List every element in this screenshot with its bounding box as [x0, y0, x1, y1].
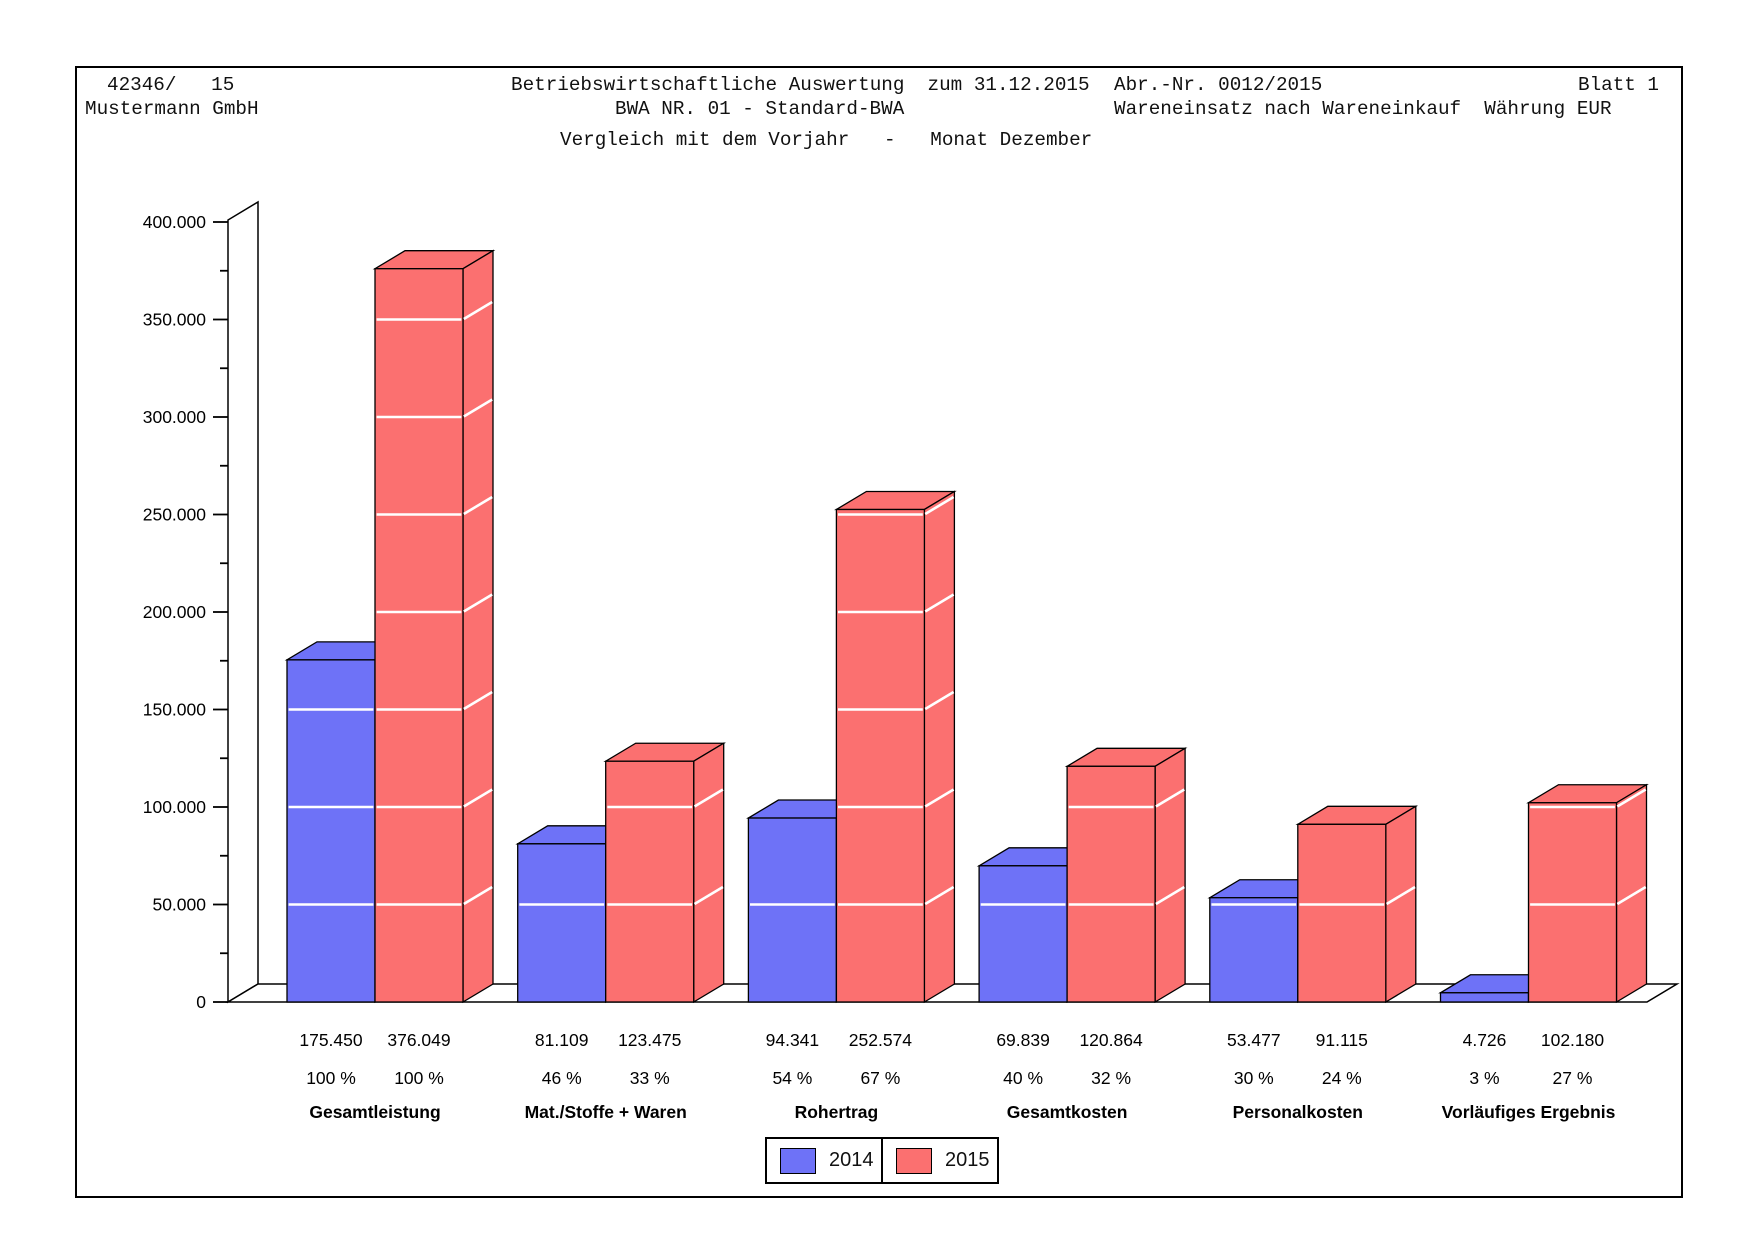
bar-2015-group1-gridline-side [693, 788, 724, 808]
y-tick-label: 300.000 [143, 407, 207, 427]
percent-label-2014-group4: 30 % [1234, 1068, 1274, 1088]
percent-label-2015-group0: 100 % [394, 1068, 444, 1088]
bar-2015-group2-gridline-side [924, 690, 955, 711]
bar-2015-group3-gridline-side [1155, 885, 1185, 906]
bar-2014-group1-front-face [517, 843, 607, 1003]
bar-2014-group4-front-face [1209, 897, 1299, 1003]
bar-2015-group4-side-face [1385, 805, 1417, 1004]
bar-2015-group3-gridline-side [1155, 788, 1185, 808]
legend-label-2015: 2015 [945, 1149, 990, 1171]
percent-label-2015-group1: 33 % [630, 1068, 670, 1088]
report-title: Betriebswirtschaftliche Auswertung zum 3… [511, 74, 1090, 96]
category-label-0: Gesamtleistung [309, 1102, 440, 1122]
percent-label-2015-group3: 32 % [1091, 1068, 1131, 1088]
value-label-2014-group4: 53.477 [1227, 1030, 1281, 1050]
bar-2015-group2-side-face [923, 490, 956, 1004]
bar-2015-group2-gridline-side [924, 885, 955, 906]
legend-swatch-2014 [780, 1147, 816, 1174]
bar-2015-group0-gridline-side [463, 398, 493, 418]
bar-2014-group0-front-face [286, 659, 376, 1003]
y-axis-wall [227, 200, 259, 1004]
bar-2015-group1-front-face [605, 760, 695, 1003]
value-label-2014-group2: 94.341 [766, 1030, 820, 1050]
bar-2015-group5-front-face [1527, 802, 1618, 1003]
y-tick-label: 50.000 [152, 895, 206, 915]
category-label-3: Gesamtkosten [1007, 1102, 1128, 1122]
bar-2015-group0-gridline-side [463, 788, 493, 808]
percent-label-2014-group5: 3 % [1469, 1068, 1499, 1088]
bar-2015-group3-side-face [1154, 747, 1186, 1004]
bar-2015-group2-front-face [835, 508, 926, 1003]
value-label-2015-group2: 252.574 [849, 1030, 913, 1050]
percent-label-2015-group4: 24 % [1322, 1068, 1362, 1088]
legend-swatch-2015 [896, 1147, 932, 1174]
bar-2014-group3-front-face [978, 865, 1068, 1003]
sheet-number: Blatt 1 [1578, 74, 1659, 96]
category-label-5: Vorläufiges Ergebnis [1442, 1102, 1616, 1122]
legend-item-2014: 2014 [765, 1137, 883, 1184]
percent-label-2015-group5: 27 % [1553, 1068, 1593, 1088]
bar-2015-group1-gridline-side [693, 885, 724, 906]
bar-2015-group0-gridline-side [463, 300, 493, 321]
category-label-2: Rohertrag [795, 1102, 879, 1122]
y-tick-label: 150.000 [143, 700, 207, 720]
value-label-2015-group4: 91.115 [1316, 1030, 1368, 1050]
value-label-2015-group0: 376.049 [387, 1030, 450, 1050]
percent-label-2014-group0: 100 % [306, 1068, 356, 1088]
value-label-2015-group5: 102.180 [1541, 1030, 1605, 1050]
bar-2015-group5-gridline-side [1616, 788, 1647, 808]
percent-label-2014-group1: 46 % [542, 1068, 582, 1088]
legend-label-2014: 2014 [829, 1149, 874, 1171]
y-tick-label: 250.000 [143, 505, 207, 525]
bar-2015-group4-gridline-side [1385, 885, 1416, 906]
value-label-2014-group0: 175.450 [299, 1030, 363, 1050]
bar-2015-group2-gridline-side [924, 788, 955, 808]
bar-2015-group0-gridline-side [463, 495, 493, 516]
bar-2014-group2-front-face [747, 817, 838, 1003]
bar-2015-group4-front-face [1297, 823, 1387, 1003]
bar-2015-group0-gridline-side [463, 885, 493, 906]
value-label-2014-group5: 4.726 [1463, 1030, 1507, 1050]
value-label-2015-group1: 123.475 [618, 1030, 681, 1050]
bar-2015-group0-gridline-side [463, 593, 493, 613]
y-tick-label: 200.000 [143, 602, 207, 622]
bwa-type: BWA NR. 01 - Standard-BWA [615, 98, 905, 120]
category-label-1: Mat./Stoffe + Waren [525, 1102, 687, 1122]
legend-item-2015: 2015 [881, 1137, 999, 1184]
bar-2015-group0-gridline-side [463, 690, 493, 711]
doc-number: 42346/ 15 [107, 74, 235, 96]
y-tick-label: 350.000 [143, 310, 207, 330]
bar-2015-group5-gridline-side [1616, 885, 1647, 906]
bar-2015-group2-gridline-side [924, 593, 955, 613]
y-tick-label: 0 [196, 992, 206, 1012]
bar-2014-group5-front-face [1439, 992, 1530, 1003]
bar-2015-group0-front-face [374, 268, 464, 1003]
y-tick-label: 100.000 [143, 797, 207, 817]
bar-2015-group2-gridline-side [924, 495, 955, 516]
bar-2015-group5-side-face [1615, 783, 1648, 1004]
bar-2015-group3-front-face [1066, 765, 1156, 1003]
waren-currency: Wareneinsatz nach Wareneinkauf Währung E… [1114, 98, 1612, 120]
percent-label-2014-group3: 40 % [1003, 1068, 1043, 1088]
company-name: Mustermann GmbH [85, 98, 259, 120]
y-tick-label: 400.000 [143, 212, 207, 232]
bar-2015-group1-side-face [693, 742, 725, 1004]
chart-legend: 2014 2015 [765, 1137, 999, 1184]
value-label-2014-group3: 69.839 [996, 1030, 1050, 1050]
value-label-2014-group1: 81.109 [535, 1030, 589, 1050]
abrechnungs-nr: Abr.-Nr. 0012/2015 [1114, 74, 1323, 96]
percent-label-2015-group2: 67 % [860, 1068, 900, 1088]
value-label-2015-group3: 120.864 [1079, 1030, 1143, 1050]
category-label-4: Personalkosten [1233, 1102, 1363, 1122]
comparison-title: Vergleich mit dem Vorjahr - Monat Dezemb… [560, 129, 1093, 151]
percent-label-2014-group2: 54 % [772, 1068, 812, 1088]
